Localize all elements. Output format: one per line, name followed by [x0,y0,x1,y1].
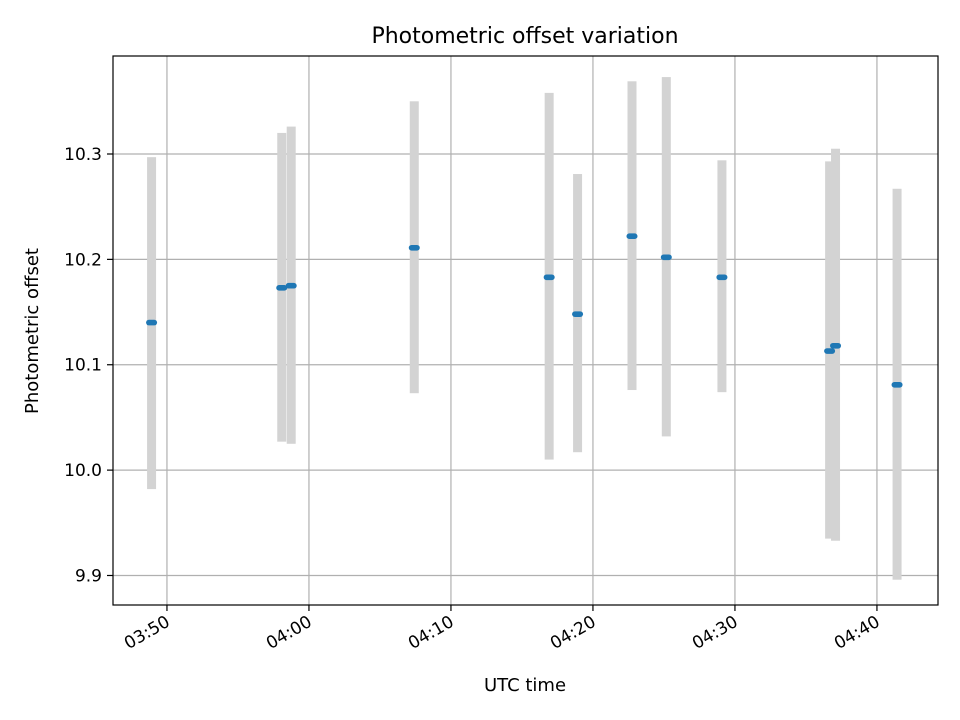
y-axis-label: Photometric offset [22,248,43,414]
data-point [543,274,555,281]
y-tick-label: 9.9 [75,566,102,586]
data-point [660,254,672,261]
data-point [824,348,836,354]
data-points [146,233,903,388]
y-tick-label: 10.0 [64,461,102,481]
y-tick-label: 10.3 [64,145,102,165]
grid [113,56,938,605]
chart-title: Photometric offset variation [371,24,678,49]
data-point [572,311,584,317]
data-point [285,282,297,289]
plot-area [113,56,938,605]
x-axis-label: UTC time [484,675,566,696]
data-point [146,319,158,326]
data-point [830,342,842,349]
y-tick-label: 10.2 [64,250,102,270]
data-point [716,274,728,281]
y-tick-label: 10.1 [64,356,102,376]
plot-frame [112,55,939,606]
data-point [276,285,288,291]
data-point [626,233,638,239]
data-point [891,381,903,388]
data-point [408,244,420,251]
